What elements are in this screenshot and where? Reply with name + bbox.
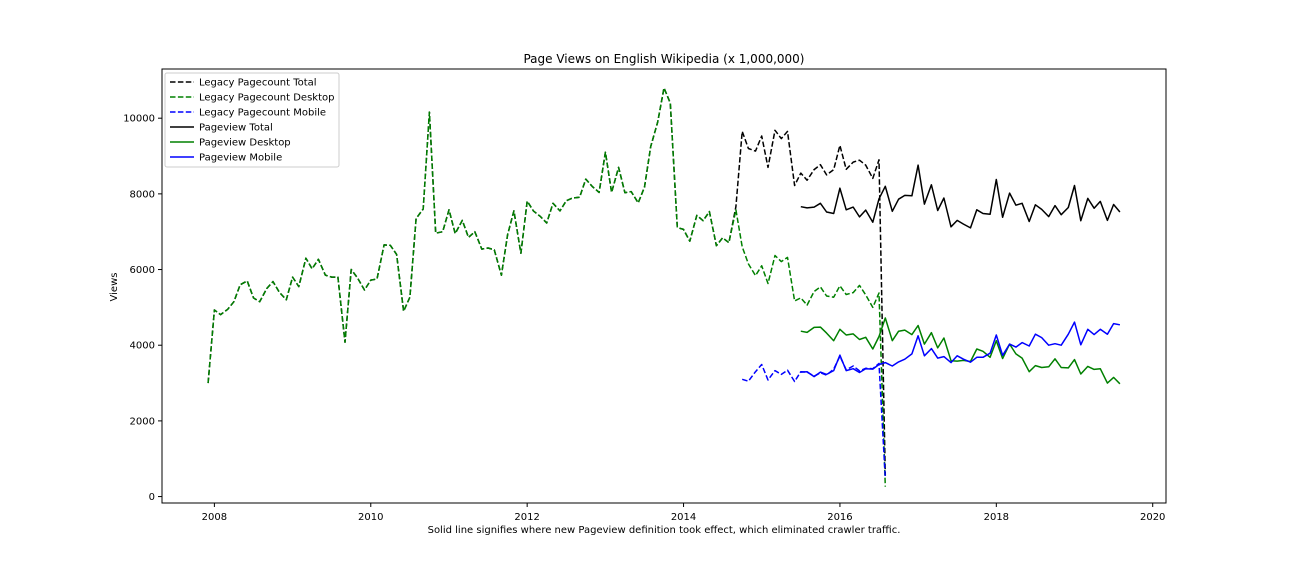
legend-label-pageview-total: Pageview Total <box>199 123 273 134</box>
x-tick-label: 2020 <box>1140 512 1165 523</box>
y-tick-label: 10000 <box>123 114 155 125</box>
series-line-pageview-mobile <box>800 321 1121 378</box>
y-tick-label: 2000 <box>130 416 155 427</box>
y-tick-label: 6000 <box>130 265 155 276</box>
y-tick-label: 0 <box>149 492 155 503</box>
legend-label-legacy-pagecount-total: Legacy Pagecount Total <box>199 78 317 89</box>
legend-label-pageview-desktop: Pageview Desktop <box>199 138 291 149</box>
x-axis: 2008 2010 2012 2014 2016 2018 2020 <box>202 503 1165 523</box>
series-line-pageview-desktop <box>800 317 1121 385</box>
legend-label-legacy-pagecount-desktop: Legacy Pagecount Desktop <box>199 93 334 104</box>
y-tick-label: 8000 <box>130 189 155 200</box>
chart-title: Page Views on English Wikipedia (x 1,000… <box>523 52 804 66</box>
y-tick-label: 4000 <box>130 341 155 352</box>
x-tick-label: 2018 <box>984 512 1009 523</box>
x-tick-label: 2014 <box>671 512 696 523</box>
series-layer <box>207 87 1121 487</box>
plot-frame <box>161 68 1167 504</box>
x-tick-label: 2010 <box>358 512 383 523</box>
legend-label-legacy-pagecount-mobile: Legacy Pagecount Mobile <box>199 108 326 119</box>
x-tick-label: 2016 <box>827 512 852 523</box>
x-tick-label: 2012 <box>514 512 539 523</box>
series-line-pageview-total <box>800 164 1121 229</box>
series-line-legacy-pagecount-desktop <box>207 87 887 487</box>
x-tick-label: 2008 <box>202 512 227 523</box>
legend-label-pageview-mobile: Pageview Mobile <box>199 153 282 164</box>
legend: Legacy Pagecount Total Legacy Pagecount D… <box>164 72 340 168</box>
x-axis-label: Solid line signifies where new Pageview … <box>428 525 901 536</box>
y-axis-label: Views <box>109 273 120 302</box>
legend-box <box>164 72 340 168</box>
y-axis: 0 2000 4000 6000 8000 10000 <box>123 114 162 503</box>
